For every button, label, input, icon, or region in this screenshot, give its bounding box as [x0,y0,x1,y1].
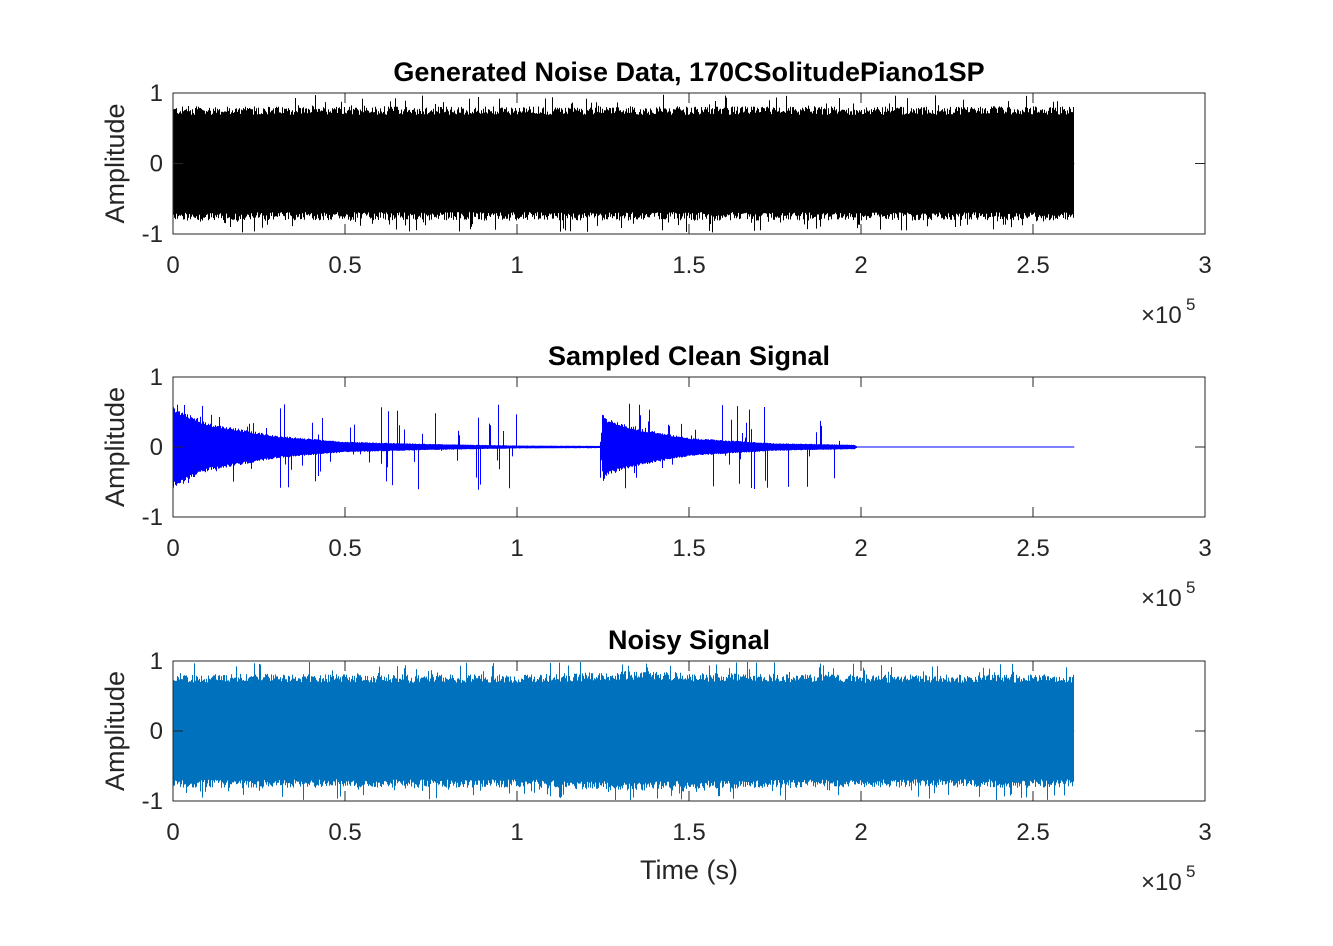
x-tick-label: 2.5 [1016,819,1049,846]
x-tick-label: 3 [1198,535,1211,562]
x-tick-label: 1 [510,819,523,846]
x-tick-label: 3 [1198,252,1211,279]
x-exponent-power: 5 [1186,862,1195,881]
y-tick-label: -1 [142,504,163,531]
x-tick-label: 0.5 [328,252,361,279]
y-tick-label: 1 [150,648,163,675]
x-tick-label: 3 [1198,819,1211,846]
x-exponent-label: ×10 [1141,585,1182,612]
x-tick-label: 0 [166,535,179,562]
x-tick-label: 2 [854,535,867,562]
x-exponent-label: ×10 [1141,302,1182,329]
x-tick-label: 1 [510,252,523,279]
x-tick-label: 1.5 [672,252,705,279]
y-axis-label: Amplitude [100,103,130,223]
x-tick-label: 2.5 [1016,252,1049,279]
subplot-title: Generated Noise Data, 170CSolitudePiano1… [393,57,984,87]
x-exponent-power: 5 [1186,295,1195,314]
y-tick-label: 0 [150,151,163,178]
y-axis-label: Amplitude [100,387,130,507]
x-tick-label: 2 [854,252,867,279]
x-tick-label: 1 [510,535,523,562]
subplot-title: Noisy Signal [608,625,770,655]
x-tick-label: 0 [166,819,179,846]
x-tick-label: 0.5 [328,535,361,562]
x-exponent-power: 5 [1186,578,1195,597]
y-tick-label: 0 [150,434,163,461]
x-exponent-label: ×10 [1141,869,1182,896]
x-tick-label: 2 [854,819,867,846]
x-tick-label: 0.5 [328,819,361,846]
x-tick-label: 1.5 [672,819,705,846]
y-tick-label: -1 [142,788,163,815]
y-axis-label: Amplitude [100,671,130,791]
x-tick-label: 1.5 [672,535,705,562]
x-tick-label: 0 [166,252,179,279]
subplot-title: Sampled Clean Signal [548,341,830,371]
y-tick-label: -1 [142,221,163,248]
x-axis-label: Time (s) [640,855,738,885]
y-tick-label: 1 [150,364,163,391]
y-tick-label: 1 [150,80,163,107]
x-tick-label: 2.5 [1016,535,1049,562]
y-tick-label: 0 [150,718,163,745]
